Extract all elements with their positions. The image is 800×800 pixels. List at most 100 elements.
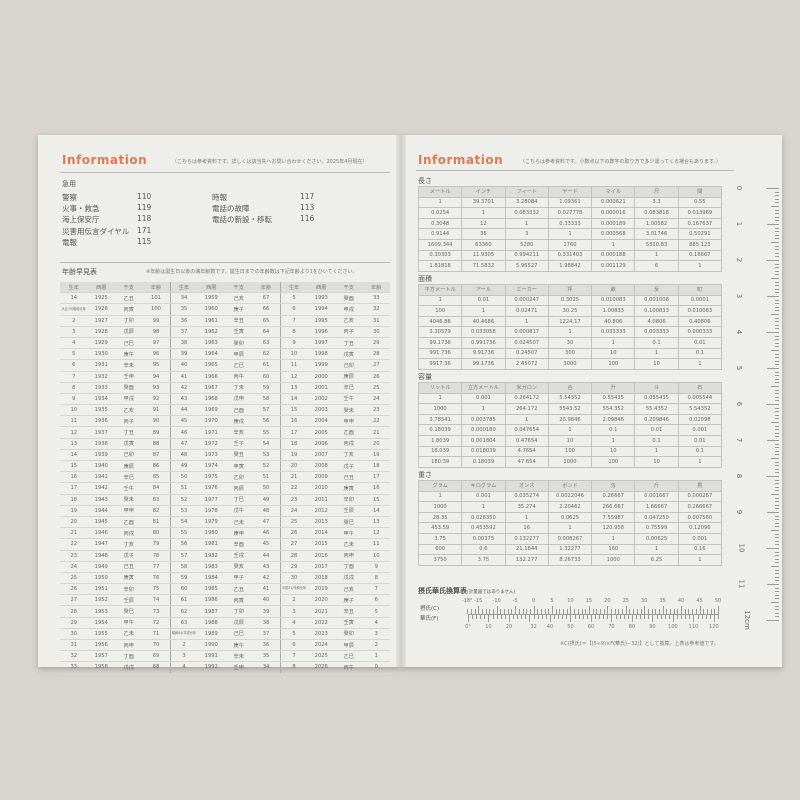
table-cell: 0.991736 xyxy=(461,336,506,349)
table-cell: 0.16667 xyxy=(677,249,723,262)
ruler-tick xyxy=(775,310,779,311)
ruler-tick xyxy=(775,324,779,326)
ruler-tick xyxy=(775,198,779,200)
column-header: 干支 xyxy=(335,282,363,294)
table-cell: 1 xyxy=(504,217,549,230)
table-cell: 34 xyxy=(252,661,280,674)
table-cell: 乙巳 xyxy=(225,359,253,372)
table-cell: 壬午 xyxy=(115,482,143,495)
table-cell: 1989 xyxy=(197,628,225,641)
conversion-table: リットル 立方メートル 米ガロン合升斗石 1 0.001 0.264172 5.54352 0… xyxy=(417,382,723,468)
emergency-label: 電話の故障 xyxy=(212,204,250,214)
table-cell: 1 xyxy=(504,413,549,426)
table-row: 0.3048 12 1 0.33333 0.000189 1.00582 0.167637 xyxy=(417,217,723,230)
celsius-tick xyxy=(566,609,568,614)
column-header: 西暦 xyxy=(197,282,225,294)
table-cell: 0.40806 xyxy=(677,315,723,328)
ruler-tick xyxy=(775,580,779,581)
table-cell: 5.54352 xyxy=(677,403,723,415)
ruler-tick xyxy=(775,522,779,524)
table-cell: 65 xyxy=(252,315,280,327)
ruler-tick xyxy=(767,548,779,549)
table-cell: 26 xyxy=(60,583,88,596)
table-cell: 92 xyxy=(142,393,170,406)
fahrenheit-tick xyxy=(537,614,539,619)
table-cell: 0.0022046 xyxy=(547,490,593,503)
celsius-tick xyxy=(684,609,686,614)
table-cell: 17 xyxy=(279,426,308,439)
table-cell: 82 xyxy=(142,505,170,517)
table-row: 2 1927 丁卯 99 36 1961 辛丑 65 7 1995 乙亥 31 xyxy=(60,315,390,327)
celsius-tick-label: 30 xyxy=(641,598,648,604)
celsius-tick xyxy=(625,606,627,614)
table-cell: 1994 xyxy=(307,303,335,316)
table-cell: 9 xyxy=(279,337,308,350)
table-cell: 63 xyxy=(169,617,198,629)
table-cell: 0.00625 xyxy=(634,532,679,545)
table-cell: 32 xyxy=(362,303,390,316)
fahrenheit-tick xyxy=(681,614,682,619)
table-cell: 10 xyxy=(591,347,636,360)
table-cell: 7 xyxy=(60,371,88,383)
table-cell: 39 xyxy=(169,348,198,361)
celsius-tick xyxy=(526,609,527,614)
celsius-tick xyxy=(699,606,701,614)
table-row: 13 1938 戊寅 88 47 1972 壬子 54 18 2006 丙戌 20 xyxy=(60,438,390,450)
ruler-tick xyxy=(775,609,779,610)
table-cell: 5 xyxy=(362,605,390,618)
table-cell: 24 xyxy=(362,393,390,406)
celsius-tick xyxy=(636,609,638,614)
table-row: 4046.86 40.4686 1 1224.17 40.806 4.0806 0.4080… xyxy=(417,315,723,328)
ruler-tick xyxy=(775,576,779,578)
fahrenheit-tick xyxy=(599,614,600,619)
fahrenheit-tick xyxy=(476,614,477,619)
table-cell: 0.018039 xyxy=(461,445,506,458)
table-cell: 89 xyxy=(142,426,170,439)
divider xyxy=(60,172,390,173)
table-cell: 600 xyxy=(417,543,463,556)
table-cell: 26 xyxy=(362,371,390,383)
table-cell: 1956 xyxy=(87,639,115,652)
age-table: 生年 西暦 干支 年齢 生年 西暦 干支 年齢 生年 西暦 干支 年齢 14 1925 乙丑 101 34 195… xyxy=(60,282,390,674)
table-cell: 73 xyxy=(142,605,170,618)
ruler-tick xyxy=(771,458,779,459)
table-cell: 79 xyxy=(142,538,170,551)
table-cell: 1925 xyxy=(87,292,115,305)
ruler-tick xyxy=(775,342,779,344)
ruler-tick xyxy=(775,339,779,340)
ruler-tick xyxy=(775,562,779,563)
celsius-tick xyxy=(515,606,516,614)
left-title: Information xyxy=(62,153,148,167)
column-header: メートル xyxy=(417,186,463,198)
table-cell: 54 xyxy=(252,438,280,450)
fahrenheit-tick xyxy=(541,614,543,619)
celsius-tick xyxy=(599,609,601,614)
table-cell: 1977 xyxy=(197,494,225,506)
emergency-number: 119 xyxy=(137,203,152,213)
table-cell: 24 xyxy=(279,505,308,517)
fahrenheit-tick xyxy=(705,614,707,619)
table-cell: 36 xyxy=(252,639,280,652)
table-cell: 72 xyxy=(142,617,170,629)
table-cell: 49 xyxy=(169,460,198,473)
table-cell: 264.172 xyxy=(504,403,549,415)
table-cell: 0.0254 xyxy=(417,207,463,219)
table-cell: 1958 xyxy=(87,661,115,674)
celsius-tick-label: 0 xyxy=(531,598,536,604)
fahrenheit-tick xyxy=(545,614,547,619)
ruler-tick xyxy=(767,404,779,405)
table-cell: 2022 xyxy=(307,617,335,629)
age-table-header: 生年 西暦 干支 年齢 生年 西暦 干支 年齢 生年 西暦 干支 年齢 xyxy=(60,282,390,294)
scale-axis xyxy=(468,614,718,615)
table-cell: 28 xyxy=(279,550,308,562)
ruler-tick xyxy=(775,299,779,301)
table-row: 3.78541 0.003785 1 20.9846 2.09846 0.209846 0.… xyxy=(417,413,723,426)
ruler-label: 0 xyxy=(735,185,744,191)
table-cell: 0.047654 xyxy=(504,424,549,436)
celsius-tick-label: 35 xyxy=(659,598,666,604)
table-cell: 辛卯 xyxy=(115,583,143,596)
table-cell: 62 xyxy=(169,605,198,618)
table-row: 28 1953 癸巳 73 62 1987 丁卯 39 3 2021 辛丑 5 xyxy=(60,605,390,618)
fahrenheit-tick xyxy=(578,614,580,619)
table-cell: 10 xyxy=(634,358,679,370)
